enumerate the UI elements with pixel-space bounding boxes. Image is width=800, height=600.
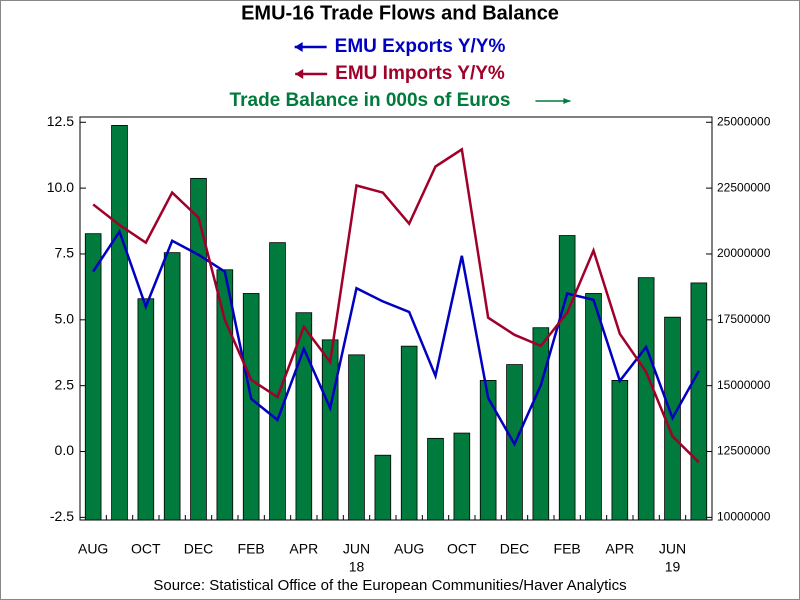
bar (295, 312, 313, 521)
bar (479, 379, 497, 521)
x-tick-label: JUN (343, 541, 370, 557)
y-tick-label: 12.5 (47, 113, 74, 129)
x-tick-label: AUG (78, 541, 108, 557)
x-tick-label: FEB (554, 541, 581, 557)
y2-tick-label: 25000000 (717, 114, 771, 128)
bar (558, 235, 576, 521)
x-year-label: 18 (349, 559, 365, 575)
source-note: Source: Statistical Office of the Europe… (153, 577, 626, 594)
bar (111, 125, 128, 521)
y2-tick-label: 22500000 (717, 180, 771, 194)
bar (453, 432, 471, 521)
bar (374, 454, 392, 521)
legend-label: Trade Balance in 000s of Euros (230, 90, 511, 111)
x-tick-label: AUG (394, 541, 424, 557)
x-tick-label: APR (289, 541, 318, 557)
y-tick-label: 2.5 (55, 376, 75, 392)
x-tick-label: OCT (131, 541, 161, 557)
bar (532, 327, 550, 521)
chart-title: EMU-16 Trade Flows and Balance (241, 2, 559, 24)
y2-tick-label: 10000000 (717, 510, 771, 524)
y-tick-label: 5.0 (55, 311, 75, 327)
x-tick-label: APR (605, 541, 634, 557)
legend-arrowhead (563, 98, 571, 104)
x-year-label: 19 (665, 559, 681, 575)
plot-area (79, 116, 713, 521)
y-tick-label: 0.0 (55, 442, 75, 458)
x-tick-label: OCT (447, 541, 477, 557)
bar (84, 233, 102, 521)
x-tick-label: JUN (659, 541, 686, 557)
bar (242, 293, 260, 521)
bar (216, 269, 234, 521)
line (92, 228, 700, 447)
bar (321, 339, 339, 521)
bar (690, 282, 708, 521)
y2-tick-label: 12500000 (717, 444, 771, 458)
bar (269, 242, 286, 521)
line (92, 147, 700, 464)
bar (348, 354, 365, 521)
legend-label: EMU Imports Y/Y% (335, 63, 505, 84)
y2-tick-label: 15000000 (717, 378, 771, 392)
y-tick-label: -2.5 (50, 508, 74, 524)
bar (637, 277, 655, 521)
x-tick-label: DEC (500, 541, 530, 557)
bar (400, 345, 418, 521)
y2-tick-label: 20000000 (717, 246, 771, 260)
bar (611, 379, 629, 521)
y2-tick-label: 17500000 (717, 312, 771, 326)
legend-arrowhead (295, 69, 304, 79)
x-tick-label: FEB (238, 541, 265, 557)
legend-label: EMU Exports Y/Y% (335, 36, 506, 57)
x-tick-label: DEC (184, 541, 214, 557)
y-tick-label: 7.5 (55, 245, 75, 261)
legend-arrowhead (294, 42, 303, 52)
bar (137, 298, 155, 521)
bar (190, 177, 207, 521)
y-tick-label: 10.0 (47, 179, 74, 195)
bar (585, 293, 602, 521)
bar (163, 252, 181, 521)
bar (427, 437, 444, 521)
